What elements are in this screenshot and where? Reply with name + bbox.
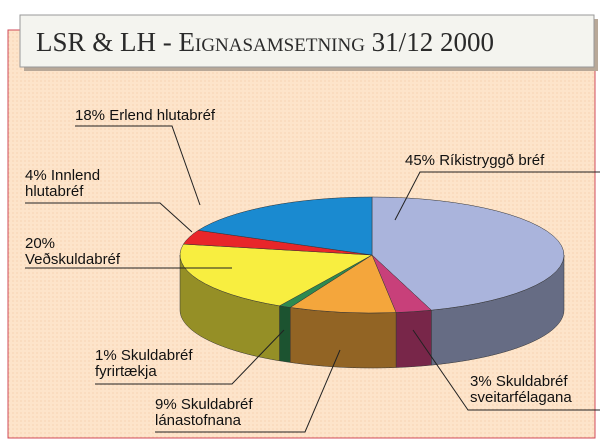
leader-line xyxy=(75,125,201,206)
title-box xyxy=(19,14,595,68)
slice-label: 20% Veðskuldabréf xyxy=(25,236,140,268)
category-label: Ríkistryggð bréf xyxy=(439,152,545,169)
slice-label: 9% Skuldabréf lánastofnana xyxy=(155,397,305,429)
value-label: 4% xyxy=(25,167,47,184)
leader-line xyxy=(25,202,193,233)
slice-label: 4% Innlend hlutabréf xyxy=(25,168,135,200)
slice xyxy=(197,196,373,256)
leader-line xyxy=(394,171,600,221)
category-label: Veðskuldabréf xyxy=(25,251,121,268)
slice-side xyxy=(395,309,432,368)
leader-line xyxy=(412,329,600,411)
chart-title: LSR & LH - Eignasamsetning 31/12 2000 xyxy=(36,27,494,57)
pie xyxy=(179,196,565,369)
leader-line xyxy=(95,329,285,385)
value-label: 45% xyxy=(405,152,436,169)
slice xyxy=(371,196,565,311)
slice-label: 18% Erlend hlutabréf xyxy=(75,108,275,124)
category-label: Erlend hlutabréf xyxy=(109,107,216,124)
value-label: 9% xyxy=(155,396,177,413)
category-label: Skuldabréf sveitarfélagana xyxy=(470,373,572,406)
category-label: Innlend hlutabréf xyxy=(25,167,101,200)
value-label: 3% xyxy=(470,373,492,390)
slice xyxy=(289,254,397,314)
leader-line xyxy=(155,349,341,433)
slice-side xyxy=(279,305,291,363)
value-label: 20% xyxy=(25,235,56,252)
value-label: 18% xyxy=(75,107,106,124)
category-label: Skuldabréf fyrirtækja xyxy=(95,347,193,380)
slice xyxy=(179,243,373,307)
slice-label: 3% Skuldabréf sveitarfélagana xyxy=(470,374,600,406)
leader-lines xyxy=(25,125,600,433)
value-label: 1% xyxy=(95,347,117,364)
slice-side xyxy=(290,307,397,369)
slice-label: 1% Skuldabréf fyrirtækja xyxy=(95,348,225,380)
category-label: Skuldabréf lánastofnana xyxy=(155,396,253,429)
slice-label: 45% Ríkistryggð bréf xyxy=(405,153,603,169)
